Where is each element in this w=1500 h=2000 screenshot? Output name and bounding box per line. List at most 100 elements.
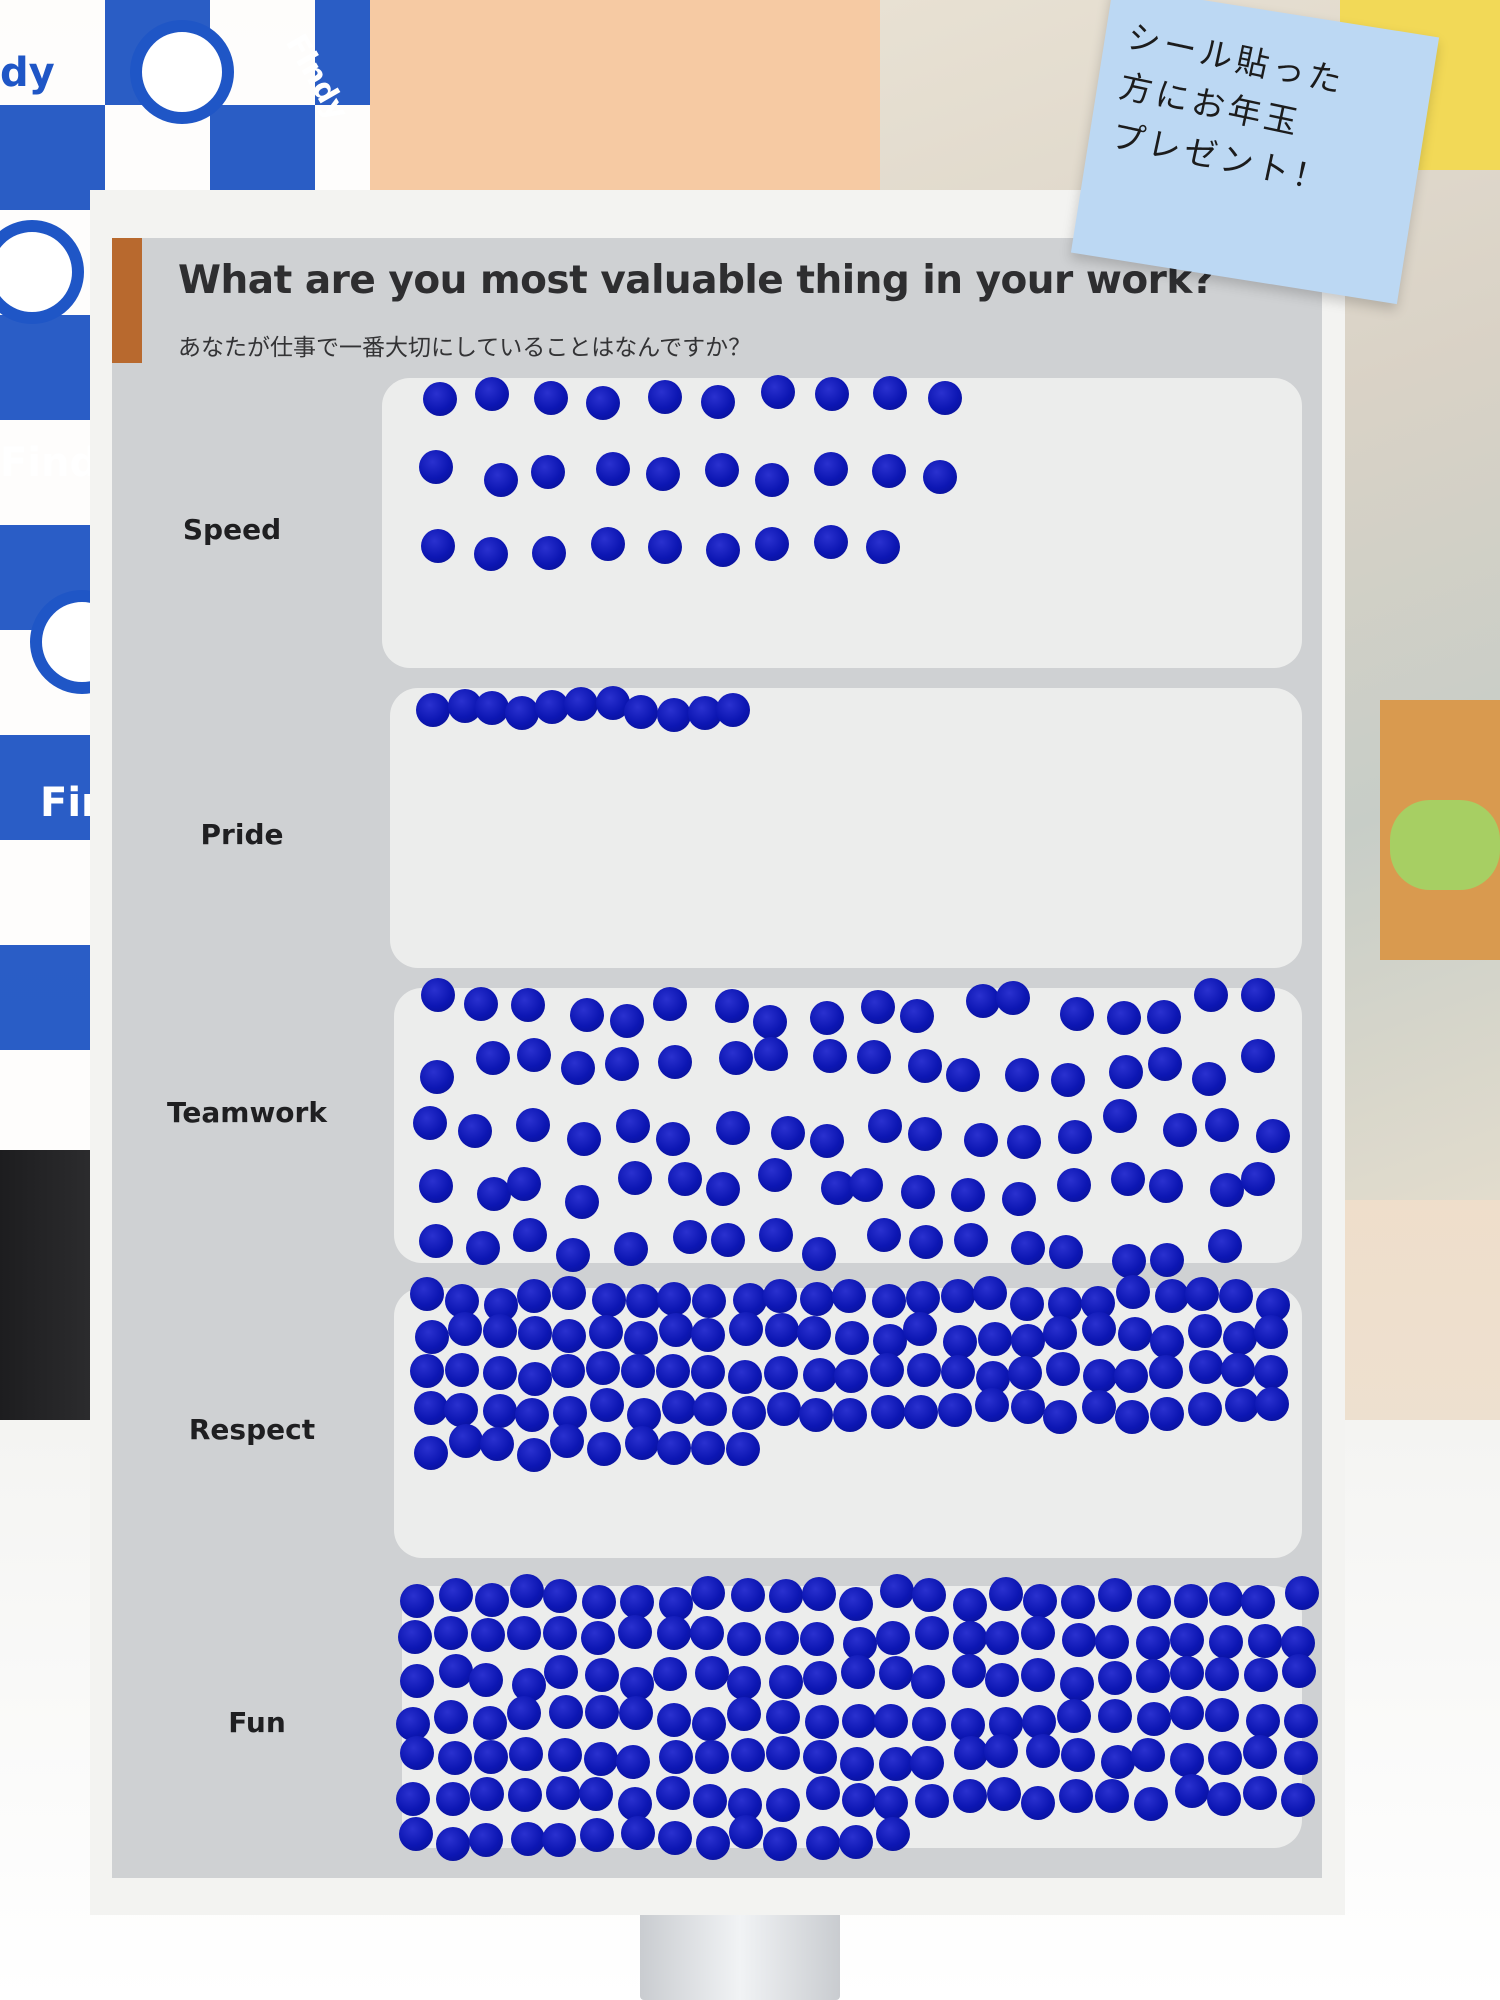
vote-sticker	[1060, 1666, 1095, 1701]
vote-sticker	[482, 1356, 517, 1391]
vote-sticker	[911, 1707, 946, 1742]
vote-sticker	[1057, 1168, 1092, 1203]
vote-sticker	[1207, 1781, 1242, 1816]
vote-sticker	[767, 1392, 802, 1427]
vote-sticker	[618, 1615, 653, 1650]
vote-sticker	[659, 1739, 694, 1774]
vote-sticker	[1095, 1625, 1130, 1660]
vote-sticker	[1117, 1316, 1152, 1351]
vote-sticker	[946, 1058, 981, 1093]
vote-sticker	[800, 1281, 835, 1316]
vote-sticker	[549, 1424, 584, 1459]
vote-sticker	[1020, 1615, 1055, 1650]
vote-sticker	[696, 1826, 731, 1861]
vote-sticker	[691, 1283, 726, 1318]
vote-sticker	[1150, 1243, 1185, 1278]
vote-sticker	[764, 1356, 799, 1391]
vote-sticker	[667, 1161, 702, 1196]
vote-sticker	[760, 375, 795, 410]
vote-sticker	[972, 1275, 1007, 1310]
vote-sticker	[659, 1586, 694, 1621]
vote-sticker	[953, 1778, 988, 1813]
vote-sticker	[466, 1231, 501, 1266]
vote-sticker	[802, 1358, 837, 1393]
vote-sticker	[409, 1353, 444, 1388]
vote-sticker	[872, 376, 907, 411]
vote-sticker	[1187, 1313, 1222, 1348]
vote-sticker	[704, 452, 739, 487]
vote-sticker	[904, 1395, 939, 1430]
vote-sticker	[726, 1622, 761, 1657]
vote-sticker	[752, 1004, 787, 1039]
vote-sticker	[867, 1108, 902, 1143]
vote-sticker	[483, 462, 518, 497]
vote-sticker	[584, 1657, 619, 1692]
vote-sticker	[1170, 1623, 1205, 1658]
vote-sticker	[1224, 1387, 1259, 1422]
vote-sticker	[511, 1822, 546, 1857]
vote-sticker	[901, 1175, 936, 1210]
vote-sticker	[923, 459, 958, 494]
vote-sticker	[905, 1281, 940, 1316]
vote-sticker	[549, 1695, 584, 1730]
vote-sticker	[765, 1621, 800, 1656]
vote-sticker	[1098, 1698, 1133, 1733]
category-label-respect: Respect	[188, 1413, 316, 1446]
vote-sticker	[1042, 1400, 1077, 1435]
vote-sticker	[396, 1707, 431, 1742]
vote-sticker	[953, 1736, 988, 1771]
vote-sticker	[464, 987, 499, 1021]
vote-sticker	[1169, 1742, 1204, 1777]
vote-sticker	[763, 1278, 798, 1313]
vote-sticker	[657, 1045, 692, 1080]
vote-sticker	[552, 1276, 587, 1311]
vote-sticker	[550, 1353, 585, 1388]
vote-sticker	[1137, 1701, 1172, 1736]
vote-sticker	[870, 1394, 905, 1429]
category-label-pride: Pride	[200, 818, 284, 851]
vote-sticker	[1192, 1061, 1227, 1096]
vote-sticker	[482, 1394, 517, 1429]
vote-sticker	[474, 1583, 509, 1618]
vote-sticker	[438, 1654, 473, 1689]
vote-sticker	[965, 984, 1000, 1019]
category-box-speed	[382, 378, 1302, 668]
vote-sticker	[714, 989, 749, 1024]
vote-sticker	[869, 1352, 904, 1387]
vote-sticker	[414, 1436, 449, 1471]
vote-sticker	[618, 1695, 653, 1730]
vote-sticker	[1282, 1654, 1317, 1689]
vote-sticker	[1111, 1161, 1146, 1196]
vote-sticker	[730, 1578, 765, 1613]
board-title: What are you most valuable thing in your…	[178, 258, 1214, 303]
vote-sticker	[662, 1389, 697, 1424]
vote-sticker	[765, 1736, 800, 1771]
category-label-teamwork: Teamwork	[167, 1096, 327, 1129]
vote-sticker	[952, 1587, 987, 1622]
vote-sticker	[566, 1122, 601, 1157]
vote-sticker	[1150, 1324, 1185, 1359]
vote-sticker	[409, 1276, 444, 1311]
vote-sticker	[1149, 1396, 1184, 1431]
vote-sticker	[1059, 996, 1094, 1031]
vote-sticker	[1244, 1657, 1279, 1692]
vote-sticker	[1098, 1578, 1133, 1613]
category-label-fun: Fun	[228, 1706, 286, 1739]
vote-sticker	[716, 1110, 751, 1145]
vote-sticker	[719, 1040, 754, 1075]
vote-sticker	[1026, 1734, 1061, 1769]
vote-sticker	[1107, 1001, 1142, 1036]
vote-sticker	[802, 1237, 837, 1272]
vote-sticker	[937, 1392, 972, 1427]
vote-sticker	[766, 1787, 801, 1822]
vote-sticker	[900, 999, 935, 1034]
vote-sticker	[1256, 1118, 1291, 1153]
accent-bar	[112, 238, 142, 363]
vote-sticker	[963, 1122, 998, 1157]
vote-sticker	[1285, 1575, 1320, 1610]
vote-sticker	[1136, 1584, 1171, 1619]
vote-sticker	[656, 1353, 691, 1388]
vote-sticker	[618, 1161, 653, 1196]
vote-sticker	[732, 1396, 767, 1431]
vote-sticker	[556, 1237, 591, 1272]
